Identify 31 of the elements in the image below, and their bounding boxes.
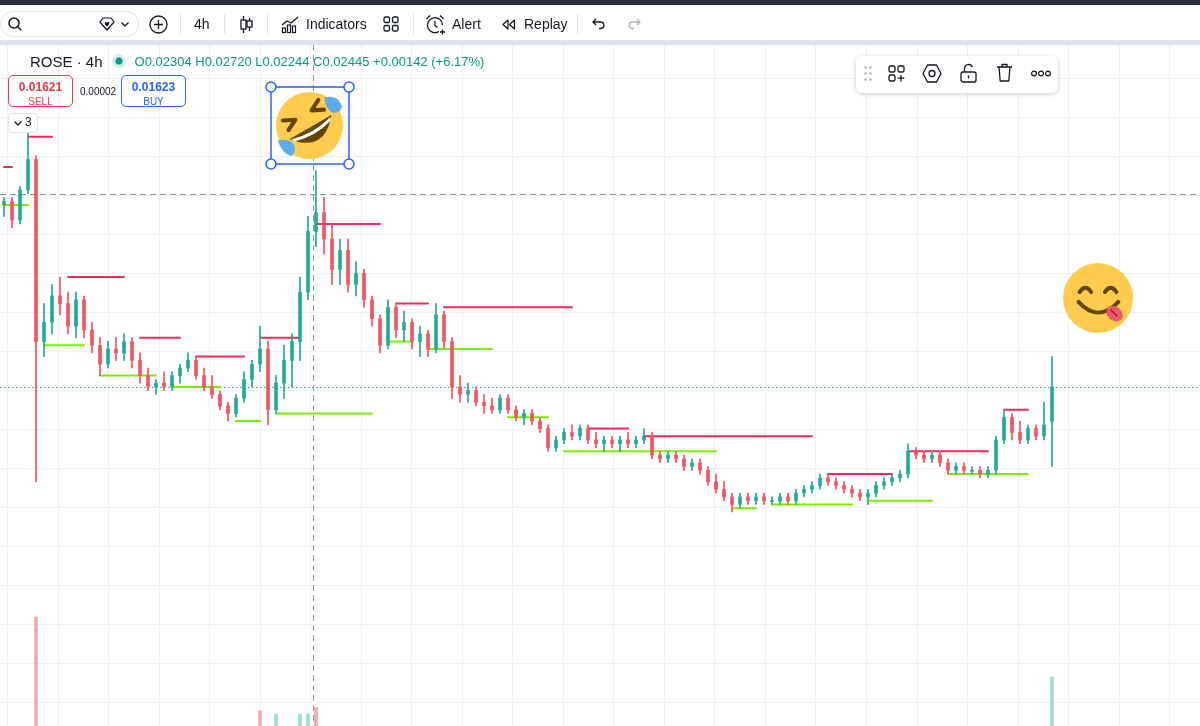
candlestick [114, 337, 118, 361]
text: 4h [194, 15, 210, 34]
text: O0.02304 H0.02720 L0.02244 C0.02445 +0.00142 (+6.17%) [134, 53, 485, 69]
text: Alert [452, 15, 481, 34]
sell-button: 0.01621 SELL [8, 75, 73, 107]
chart-title: ROSE · 4h [30, 52, 103, 70]
bar [306, 713, 310, 726]
candlestick [490, 397, 494, 414]
candlestick [162, 371, 166, 392]
candlestick [866, 488, 870, 505]
candlestick [642, 428, 646, 445]
text: 0.00002 [80, 86, 117, 98]
candlestick [594, 432, 598, 448]
candlestick [618, 435, 622, 452]
bar [34, 616, 38, 726]
buy-button: 0.01623 BUY [121, 75, 186, 107]
candlestick [626, 432, 630, 448]
candlestick [602, 435, 606, 452]
candlestick [58, 276, 62, 316]
bar [298, 713, 302, 726]
bar [258, 710, 262, 726]
candlestick [418, 325, 422, 357]
bar [314, 707, 318, 726]
candlestick [2, 197, 6, 217]
text: 3 [25, 115, 32, 130]
bar [1050, 676, 1054, 726]
text: Indicators [306, 15, 367, 34]
candlestick [482, 394, 486, 414]
bar [274, 713, 278, 726]
candlestick [402, 310, 406, 342]
text: Replay [524, 15, 568, 34]
